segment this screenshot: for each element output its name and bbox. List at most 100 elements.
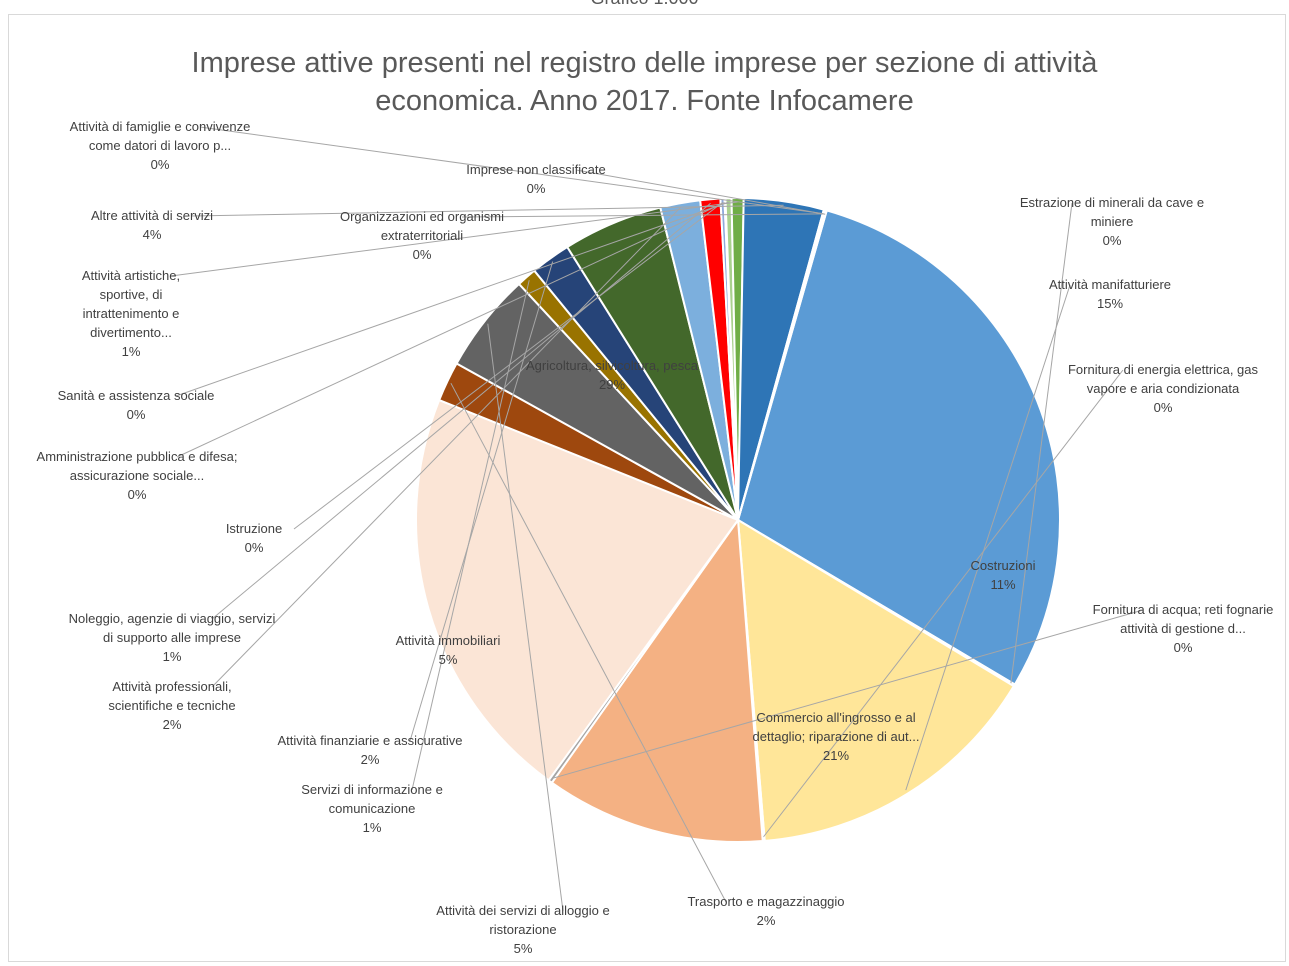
leader-line [170, 201, 738, 277]
slice-percent: 2% [756, 913, 776, 928]
slice-percent: 1% [162, 649, 182, 664]
slice-label-text: Imprese non classificate [466, 162, 606, 177]
slice-percent: 4% [142, 227, 162, 242]
slice-percent: 2% [162, 717, 182, 732]
slice-label-text: Agricoltura, silvicoltura, pesca [526, 358, 698, 373]
slice-label-text: Fornitura di energia elettrica, gas [1067, 362, 1259, 377]
leader-line [409, 261, 554, 742]
slice-label-text: Noleggio, agenzie di viaggio, servizi [68, 611, 276, 626]
leader-line [199, 126, 824, 215]
slice-label-text: scientifiche e tecniche [108, 698, 236, 713]
slice-percent: 0% [126, 407, 146, 422]
slice-label-text: Costruzioni [970, 558, 1036, 573]
slice-label-text: sportive, di [99, 287, 163, 302]
slice-label: Fornitura di energia elettrica, gas vapor… [1033, 360, 1289, 417]
slice-label-text: Attività di famiglie e convivenze [69, 119, 251, 134]
slice-label: Attività finanziarie e assicurative 2% [240, 731, 500, 769]
slice-label-text: Istruzione [225, 521, 283, 536]
leader-line [176, 201, 726, 458]
slice-percent: 1% [362, 820, 382, 835]
pie-slice [737, 208, 828, 521]
leader-line [487, 323, 564, 912]
slice-percent: 1% [121, 344, 141, 359]
slice-label: Sanità e assistenza sociale 0% [6, 386, 266, 424]
slice-label: Organizzazioni ed organismi extraterritor… [292, 207, 552, 264]
slice-percent: 2% [360, 752, 380, 767]
leader-line [211, 206, 682, 688]
slice-label: Agricoltura, silvicoltura, pesca 29% [482, 356, 742, 394]
slice-label: Istruzione 0% [124, 519, 384, 557]
slice-percent: 0% [127, 487, 147, 502]
slice-percent: 21% [822, 748, 850, 763]
slice-percent: 5% [438, 652, 458, 667]
slice-label-text: vapore e aria condizionata [1086, 381, 1240, 396]
slice-percent: 15% [1096, 296, 1124, 311]
slice-label-text: miniere [1090, 214, 1134, 229]
slice-label-text: Estrazione di minerali da cave e [1019, 195, 1205, 210]
slice-label-text: di supporto alle imprese [102, 630, 242, 645]
slice-label: Commercio all'ingrosso e al dettaglio; ri… [706, 708, 966, 765]
slice-label: Noleggio, agenzie di viaggio, servizi di … [42, 609, 302, 666]
slice-label-text: comunicazione [328, 801, 416, 816]
chart-title-line: Imprese attive presenti nel registro del… [191, 47, 1098, 79]
leader-line [763, 369, 1124, 838]
slice-percent: 0% [1153, 400, 1173, 415]
slice-percent: 0% [1173, 640, 1193, 655]
slice-label: Estrazione di minerali da cave e miniere 0… [982, 193, 1242, 250]
slice-label: Servizi di informazione e comunicazione 1% [242, 780, 502, 837]
chart-title-line: economica. Anno 2017. Fonte Infocamere [375, 85, 914, 117]
slice-label: Attività professionali, scientifiche e te… [42, 677, 302, 734]
leader-line [191, 204, 784, 217]
chart-area [8, 14, 1286, 962]
slice-label-text: Attività immobiliari [395, 633, 501, 648]
slice-percent: 0% [526, 181, 546, 196]
chart-title: Imprese attive presenti nel registro del… [0, 44, 1289, 120]
slice-label-text: Sanità e assistenza sociale [57, 388, 215, 403]
slice-label: Trasporto e magazzinaggio 2% [636, 892, 896, 930]
leader-line [293, 202, 723, 530]
slice-label-text: Attività manifatturiere [1048, 277, 1172, 292]
leader-line [905, 284, 1071, 791]
slice-label-text: Altre attività di servizi [90, 208, 214, 223]
slice-label-text: divertimento... [90, 325, 172, 340]
slice-label-text: Attività artistiche, [81, 268, 181, 283]
slice-label: Amministrazione pubblica e difesa; assicu… [7, 447, 267, 504]
slice-label-text: dettaglio; riparazione di aut... [752, 729, 920, 744]
slice-percent: 11% [990, 577, 1016, 592]
leader-line [461, 213, 825, 218]
slice-label-text: extraterritoriali [380, 228, 464, 243]
leader-line [552, 609, 1144, 779]
slice-label-text: Fornitura di acqua; reti fognarie [1092, 602, 1274, 617]
leader-line [575, 169, 826, 215]
leader-line [175, 201, 729, 397]
pie-slice [415, 398, 740, 782]
pie-slice [736, 518, 1016, 842]
slice-label-text: ristorazione [489, 922, 557, 937]
slice-label-text: Amministrazione pubblica e difesa; [36, 449, 238, 464]
slice-label: Altre attività di servizi 4% [22, 206, 282, 244]
slice-label-text: come datori di lavoro p... [88, 138, 232, 153]
slice-label: Attività dei servizi di alloggio e ristor… [393, 901, 653, 958]
slice-label-text: Attività dei servizi di alloggio e [436, 903, 610, 918]
slice-percent: 29% [598, 377, 626, 392]
slice-label-text: Commercio all'ingrosso e al [756, 710, 916, 725]
pie-slice [736, 209, 1061, 686]
slice-percent: 5% [513, 941, 533, 956]
slice-label: Attività manifatturiere 15% [980, 275, 1240, 313]
slice-label: Attività di famiglie e convivenze come da… [30, 117, 290, 174]
slice-label-text: Servizi di informazione e [301, 782, 443, 797]
slice-percent: 0% [244, 540, 264, 555]
slice-percent: 0% [412, 247, 432, 262]
leader-line [450, 382, 727, 903]
slice-label-text: Attività finanziarie e assicurative [277, 733, 463, 748]
slice-label-text: Trasporto e magazzinaggio [687, 894, 845, 909]
pie-slice [550, 517, 764, 843]
slice-percent: 0% [1102, 233, 1122, 248]
slice-label-text: intrattenimento e [82, 306, 180, 321]
slice-label-text: Organizzazioni ed organismi [339, 209, 505, 224]
clipped-header-text: Grafico 1.000 [0, 0, 1289, 9]
slice-label-text: assicurazione sociale... [69, 468, 205, 483]
slice-label-text: Attività professionali, [112, 679, 232, 694]
slice-percent: 0% [150, 157, 170, 172]
